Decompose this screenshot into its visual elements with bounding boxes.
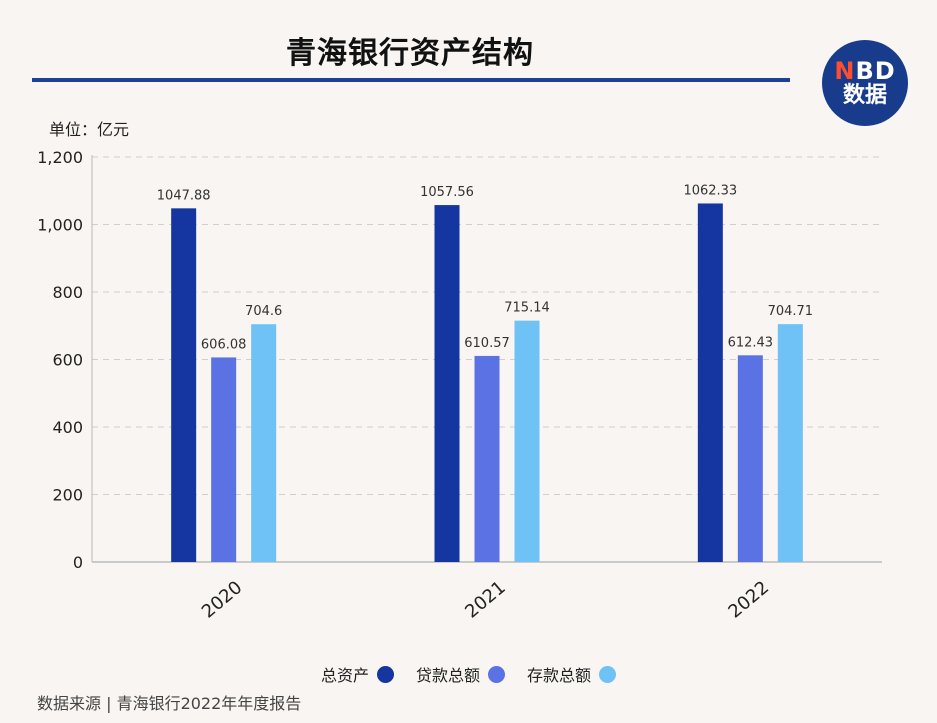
- data-label: 1062.33: [683, 183, 737, 198]
- legend-label: 总资产: [320, 666, 369, 685]
- y-tick-label: 600: [52, 351, 83, 370]
- y-tick-label: 400: [52, 418, 83, 437]
- legend-item: 贷款总额: [416, 662, 505, 686]
- x-tick-label: 2020: [198, 577, 247, 623]
- y-tick-label: 800: [52, 283, 83, 302]
- nbd-logo: NBD 数据: [822, 40, 908, 126]
- legend-item: 存款总额: [527, 662, 617, 686]
- data-label: 715.14: [504, 301, 550, 316]
- data-label: 704.71: [768, 304, 814, 319]
- bar-2022-2: [777, 324, 803, 562]
- unit-label: 单位：亿元: [49, 120, 130, 139]
- bar-2020-1: [211, 357, 237, 562]
- logo-subtitle: 数据: [842, 83, 887, 109]
- data-label: 612.43: [728, 335, 774, 350]
- legend-swatch: [488, 665, 505, 683]
- bar-2021-1: [474, 355, 500, 562]
- bar-2021-2: [514, 320, 540, 562]
- logo-letters-bd: BD: [855, 56, 896, 85]
- data-label: 610.57: [464, 336, 510, 351]
- title-divider: [32, 78, 790, 82]
- legend-item: 总资产: [321, 662, 394, 686]
- x-tick-label: 2022: [725, 577, 774, 623]
- legend: 总资产 贷款总额 存款总额: [0, 662, 937, 686]
- y-tick-label: 1,000: [37, 216, 83, 235]
- data-label: 1047.88: [157, 188, 211, 203]
- data-label: 606.08: [201, 337, 247, 352]
- bar-2022-1: [737, 355, 763, 562]
- legend-label: 存款总额: [527, 666, 592, 685]
- legend-swatch: [599, 665, 617, 683]
- bar-2020-0: [171, 208, 197, 562]
- bar-2022-0: [697, 203, 723, 562]
- legend-swatch: [376, 665, 394, 683]
- x-tick-label: 2021: [461, 577, 510, 623]
- bar-2021-0: [434, 205, 460, 563]
- logo-letter-n: N: [834, 56, 856, 85]
- legend-label: 贷款总额: [415, 666, 480, 685]
- y-tick-label: 200: [52, 486, 83, 505]
- y-tick-label: 0: [73, 553, 83, 572]
- source-note: 数据来源 | 青海银行2022年年度报告: [37, 694, 302, 713]
- y-tick-label: 1,200: [37, 148, 83, 167]
- bar-2020-2: [251, 324, 277, 562]
- data-label: 1057.56: [420, 185, 474, 200]
- data-label: 704.6: [245, 304, 282, 319]
- chart-title: 青海银行资产结构: [286, 36, 534, 71]
